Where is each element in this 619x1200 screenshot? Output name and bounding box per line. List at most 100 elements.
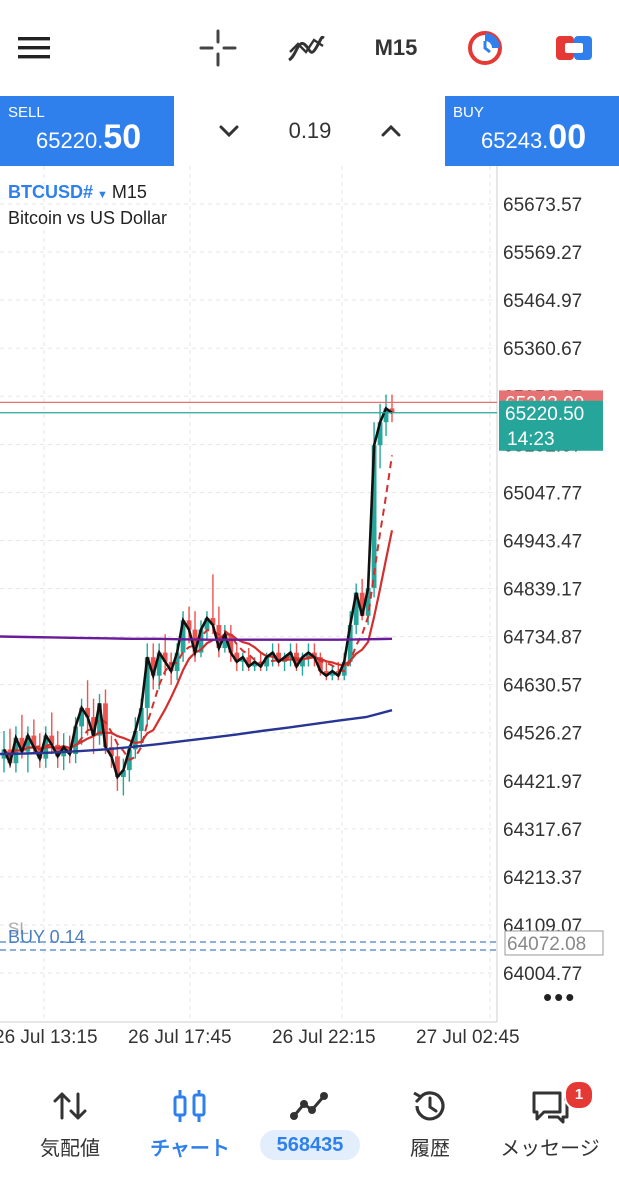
time-axis-label: 26 Jul 17:45 (128, 1027, 232, 1048)
trade-chart-icon (290, 1092, 328, 1120)
candle-bear (234, 652, 240, 662)
sell-price-pips: 50 (103, 118, 142, 156)
sell-price-main: 65220. (36, 128, 104, 153)
indicators-icon (288, 35, 325, 62)
candle-bull (365, 588, 371, 616)
symbol-name[interactable]: BTCUSD# (8, 182, 94, 202)
lot-decrease-button[interactable] (212, 114, 246, 148)
price-axis-label: 64317.67 (503, 820, 582, 841)
one-click-trade-panel: SELL 65220.50 0.19 BUY 65243.00 (0, 96, 619, 166)
price-axis-label: 64943.47 (503, 531, 582, 552)
nav-quotes-label: 気配値 (40, 1138, 100, 1160)
lot-volume-input[interactable]: 0.19 (288, 118, 332, 143)
candle-bear (31, 735, 37, 748)
candle-bear (115, 756, 120, 778)
bid-price-tag-text: 65220.50 (505, 404, 584, 425)
history-icon (413, 1091, 445, 1121)
nav-messages[interactable]: 1 メッセージ (492, 1072, 608, 1172)
candle-bull (341, 661, 347, 676)
candle-bear (246, 657, 252, 667)
candle-bear (192, 629, 198, 653)
candle-bear (103, 703, 108, 748)
timeframe-label: M15 (374, 35, 418, 60)
candle-bull (97, 703, 102, 736)
candlestick-icon (173, 1090, 206, 1122)
candle-bear (228, 634, 234, 653)
candle-bull (353, 592, 359, 625)
messages-badge: 1 (564, 1080, 594, 1110)
symbol-dropdown-icon[interactable]: ▼ (97, 189, 108, 201)
position-price-tag-text: 64072.08 (507, 934, 586, 955)
candle-bear (317, 657, 323, 672)
nav-history-label: 履歴 (410, 1138, 450, 1160)
candle-bull (347, 624, 353, 662)
nav-chart[interactable]: チャート (140, 1072, 240, 1172)
menu-icon (18, 37, 50, 59)
more-options-icon[interactable]: ••• (543, 982, 577, 1012)
candle-bear (210, 618, 216, 625)
top-toolbar: M15 (0, 0, 619, 96)
candle-bull (180, 620, 186, 653)
account-balance: 568435 (260, 1130, 360, 1160)
price-axis-label: 64004.77 (503, 964, 582, 985)
sell-label: SELL (8, 104, 45, 121)
buy-button[interactable]: BUY 65243.00 (445, 96, 619, 166)
candle-bear (216, 624, 222, 649)
symbol-header[interactable]: BTCUSD# ▼ M15 (8, 182, 147, 203)
stop-loss-label: SL (8, 919, 29, 938)
time-axis-label: 27 Jul 02:45 (416, 1027, 520, 1048)
nav-history[interactable]: 履歴 (380, 1072, 480, 1172)
candle-bear (323, 671, 329, 676)
position-label[interactable]: BUY 0.14 (8, 927, 85, 947)
time-axis-label: 26 Jul 22:15 (272, 1027, 376, 1048)
nav-trade[interactable]: 568435 (252, 1072, 368, 1172)
candle-bull (174, 652, 180, 672)
quotes-icon (53, 1092, 87, 1120)
candle-bull (222, 634, 228, 649)
candle-bear (389, 408, 395, 414)
trade-button[interactable] (546, 22, 602, 74)
candle-bear (109, 747, 114, 757)
bar-countdown: 14:23 (507, 429, 555, 450)
price-axis-label: 65464.97 (503, 291, 582, 312)
price-chart[interactable]: 65673.5765569.2765464.9765360.6765256.37… (0, 166, 619, 1056)
candle-bull (377, 422, 383, 446)
nav-chart-label: チャート (150, 1138, 230, 1160)
chart-canvas[interactable]: 65673.5765569.2765464.9765360.6765256.37… (0, 166, 619, 1056)
candle-bear (162, 652, 168, 662)
candle-bull (252, 661, 258, 667)
candle-bull (300, 657, 305, 667)
one-click-trading-button[interactable] (458, 22, 512, 74)
price-axis-label: 65569.27 (503, 243, 582, 264)
nav-quotes[interactable]: 気配値 (20, 1072, 120, 1172)
bid-price-tag (499, 400, 603, 451)
chart-timeframe: M15 (111, 182, 147, 202)
candle-bear (85, 707, 90, 718)
crosshair-icon (199, 29, 237, 67)
timeframe-button[interactable]: M15 (360, 22, 432, 74)
sell-price: 65220.50 (36, 118, 141, 157)
candle-bull (204, 618, 210, 630)
buy-price-main: 65243. (481, 128, 549, 153)
candle-bull (264, 657, 270, 667)
candle-bear (276, 652, 281, 662)
buy-price: 65243.00 (481, 118, 586, 157)
candle-bear (359, 592, 365, 616)
candle-bull (79, 707, 84, 727)
sell-button[interactable]: SELL 65220.50 (0, 96, 174, 166)
price-axis-label: 64839.17 (503, 580, 582, 601)
time-axis-label: 26 Jul 13:15 (0, 1027, 98, 1048)
candle-bear (19, 737, 25, 752)
price-axis-label: 65673.57 (503, 195, 582, 216)
candle-bull (198, 629, 204, 653)
menu-button[interactable] (6, 22, 62, 74)
candle-bear (150, 657, 156, 676)
indicators-button[interactable] (276, 22, 336, 74)
price-axis-label: 65360.67 (503, 339, 582, 360)
crosshair-button[interactable] (190, 22, 246, 74)
candle-bear (186, 620, 192, 630)
candle-bull (144, 657, 150, 708)
candle-bear (49, 735, 55, 745)
lot-increase-button[interactable] (374, 114, 408, 148)
candle-bull (383, 408, 389, 423)
